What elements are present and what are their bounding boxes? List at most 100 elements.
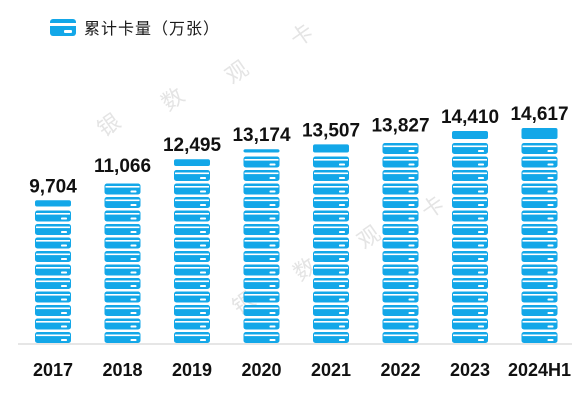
card-body: [521, 237, 558, 249]
bar-card: [382, 318, 419, 330]
card-stripe: [383, 159, 418, 161]
card-chip: [547, 325, 554, 328]
bar-card: [452, 264, 488, 276]
bar-card-partial: [174, 159, 210, 166]
bar-card: [243, 170, 280, 181]
bar-card: [243, 237, 280, 249]
bar-card: [35, 264, 71, 276]
bar: [313, 144, 349, 343]
bar-card: [35, 237, 71, 249]
card-body: [452, 237, 488, 249]
bar-card: [313, 264, 349, 276]
card-body: [174, 332, 210, 343]
card-body: [313, 210, 349, 222]
card-body: [243, 251, 280, 262]
card-stripe: [244, 334, 279, 337]
bar-card: [104, 237, 141, 249]
data-label: 13,827: [371, 116, 429, 137]
card-chip: [61, 325, 67, 328]
bar-card: [104, 264, 141, 276]
card-stripe: [314, 267, 348, 269]
card-stripe: [383, 307, 418, 310]
bar-card: [313, 332, 349, 343]
card-stripe: [314, 213, 348, 215]
bar-card: [35, 251, 71, 262]
card-stripe: [314, 226, 348, 229]
bar-card: [452, 305, 488, 316]
bar-card: [313, 278, 349, 289]
card-stripe: [314, 172, 348, 175]
card-stripe: [383, 145, 418, 148]
card-body: [521, 264, 558, 276]
bar-card: [104, 278, 141, 289]
card-body: [313, 197, 349, 208]
card-chip: [408, 298, 415, 301]
x-tick-label: 2020: [241, 360, 281, 380]
card-body: [521, 332, 558, 343]
card-stripe: [175, 186, 209, 188]
card-chip: [339, 325, 345, 328]
card-chip: [408, 204, 415, 206]
bar: [104, 183, 141, 343]
card-body: [382, 305, 419, 316]
bar: [174, 159, 210, 343]
card-chip: [478, 217, 484, 220]
card-stripe: [175, 294, 209, 296]
card-body: [174, 264, 210, 276]
x-tick-label: 2017: [33, 360, 73, 380]
card-stripe: [453, 199, 487, 202]
card-body: [382, 156, 419, 168]
card-body: [521, 156, 558, 168]
bar-card: [243, 332, 280, 343]
card-chip: [339, 298, 345, 301]
bar-card: [104, 305, 141, 316]
card-stripe: [244, 213, 279, 215]
card-stripe: [383, 294, 418, 296]
card-body: [382, 291, 419, 303]
card-stripe: [314, 199, 348, 202]
card-chip: [269, 231, 276, 233]
card-stripe: [453, 240, 487, 242]
bar-card: [521, 156, 558, 168]
card-chip: [478, 285, 484, 287]
card-chip: [408, 190, 415, 193]
card-body: [382, 237, 419, 249]
card-chip: [547, 258, 554, 260]
bar-card: [521, 143, 558, 154]
card-chip: [61, 339, 67, 341]
x-tick-label: 2023: [450, 360, 490, 380]
card-body: [382, 197, 419, 208]
card-chip: [130, 285, 137, 287]
card-chip: [408, 285, 415, 287]
card-chip: [200, 217, 206, 220]
card-chip: [339, 217, 345, 220]
card-body: [521, 210, 558, 222]
card-body: [382, 318, 419, 330]
bar-card: [174, 251, 210, 262]
card-body: [35, 305, 71, 316]
card-stripe: [244, 267, 279, 269]
card-body: [452, 332, 488, 343]
card-chip: [200, 325, 206, 328]
card-chip: [130, 190, 137, 193]
card-body: [382, 170, 419, 181]
bar-card: [243, 251, 280, 262]
card-chip: [269, 204, 276, 206]
bar-card: [35, 278, 71, 289]
data-label: 12,495: [163, 135, 222, 156]
card-stripe: [522, 307, 557, 310]
card-chip: [200, 177, 206, 179]
bar: [35, 200, 71, 343]
bar-card: [313, 183, 349, 195]
card-body: [104, 197, 141, 208]
card-stripe: [105, 321, 140, 323]
card-stripe: [244, 321, 279, 323]
card-body: [104, 264, 141, 276]
card-chip: [269, 312, 276, 314]
card-body: [452, 251, 488, 262]
card-chip: [130, 339, 137, 341]
card-body: [382, 210, 419, 222]
bar-card: [521, 251, 558, 262]
card-stripe: [175, 307, 209, 310]
card-chip: [339, 271, 345, 274]
